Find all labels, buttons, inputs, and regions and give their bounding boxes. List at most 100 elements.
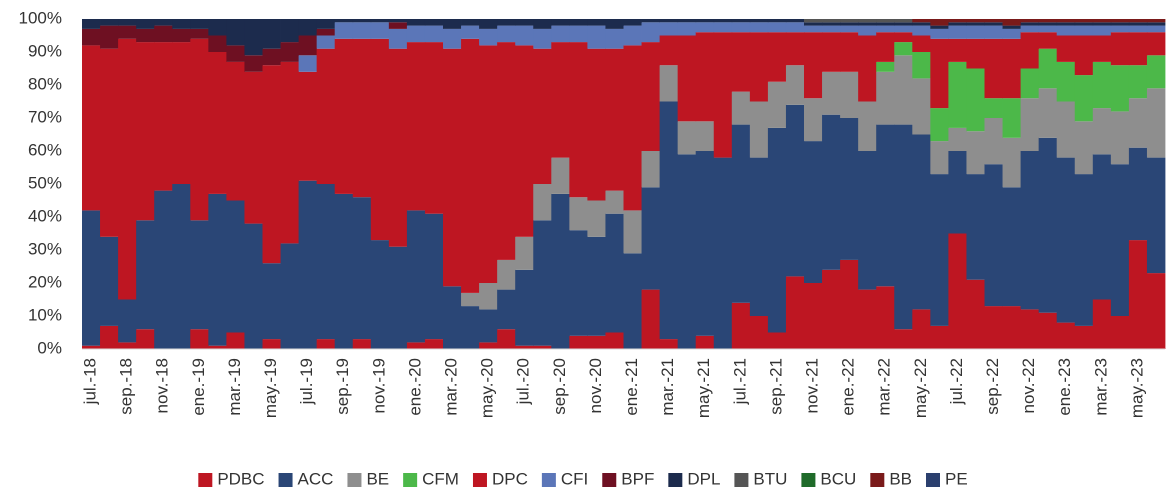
bar-segment [533, 184, 552, 221]
bar-segment [695, 335, 715, 349]
bar-segment [190, 19, 209, 29]
bar-segment [858, 35, 877, 102]
bar-segment [1146, 88, 1166, 158]
bar-segment [695, 22, 715, 33]
bar-segment [515, 345, 534, 349]
legend-label: BPF [621, 469, 654, 488]
bar-segment [1038, 312, 1058, 349]
bar-segment [659, 35, 679, 66]
bar-segment [894, 55, 913, 125]
x-tick-label: jul.-22 [947, 358, 966, 405]
bar-segment [948, 151, 967, 234]
bar-segment [695, 19, 715, 23]
bar-segment [822, 269, 841, 349]
bar-segment [785, 32, 805, 66]
bar-segment [82, 19, 101, 29]
bar-segment [100, 25, 119, 49]
bar-segment [713, 32, 733, 158]
legend-swatch [734, 473, 749, 487]
bar-segment [1038, 22, 1058, 26]
bar-segment [1110, 22, 1130, 26]
bar-segment [641, 187, 660, 290]
bar-segment [695, 32, 715, 122]
bar-segment [479, 342, 498, 349]
bar-segment [912, 25, 931, 36]
bar-segment [82, 210, 101, 346]
bar-segment [118, 19, 137, 26]
bar-segment [1002, 19, 1021, 26]
bar-segment [876, 19, 895, 23]
bar-segment [1002, 28, 1021, 39]
bar-segment [930, 38, 949, 109]
x-tick-label: jul.-19 [297, 358, 316, 405]
bar-segment [226, 19, 245, 46]
bar-segment [226, 200, 245, 333]
bar-segment [100, 325, 119, 349]
bar-segment [749, 19, 769, 23]
x-tick-label: jul.-18 [81, 358, 100, 405]
bar-segment [497, 329, 516, 349]
bar-segment [443, 28, 462, 49]
legend-label: ACC [298, 469, 334, 488]
bar-segment [136, 28, 155, 43]
x-tick-label: nov.-18 [153, 358, 172, 413]
bar-segment [894, 22, 913, 26]
bar-segment [280, 42, 299, 62]
x-tick-label: mar.-19 [225, 358, 244, 416]
bar-segment [172, 28, 191, 43]
bar-segment [551, 193, 570, 349]
bar-segment [731, 19, 751, 23]
bar-segment [1110, 19, 1130, 23]
bar-segment [388, 48, 408, 247]
bar-segment [136, 329, 155, 349]
bar-segment [767, 22, 787, 33]
bar-segment [749, 316, 769, 349]
bar-segment [587, 25, 606, 49]
bar-segment [424, 19, 444, 26]
bar-segment [804, 25, 823, 33]
bar-segment [894, 19, 913, 23]
bar-segment [479, 19, 498, 29]
bar-segment [858, 151, 877, 290]
bar-segment [443, 286, 462, 349]
bar-segment [749, 32, 769, 102]
bar-segment [406, 210, 426, 343]
bar-segment [984, 19, 1003, 23]
bar-segment [587, 236, 606, 336]
bar-segment [479, 283, 498, 310]
bar-segment [1110, 25, 1130, 33]
bar-segment [749, 157, 769, 316]
bar-segment [262, 48, 281, 66]
y-tick-label: 50% [28, 173, 62, 192]
bar-segment [713, 22, 733, 33]
x-tick-label: sep.-18 [117, 358, 136, 415]
bar-segment [1146, 25, 1166, 33]
y-tick-label: 60% [28, 140, 62, 159]
bar-segment [587, 48, 606, 201]
bar-segment [497, 42, 516, 260]
bar-segment [785, 65, 805, 105]
bar-segment [497, 289, 516, 330]
bar-segment [1056, 35, 1076, 62]
bar-segment [424, 339, 444, 349]
legend-label: CFI [561, 469, 588, 488]
bar-segment [641, 19, 660, 23]
bar-segment [876, 22, 895, 26]
bar-segment [190, 220, 209, 330]
x-tick-label: nov.-19 [369, 358, 388, 413]
bar-segment [659, 101, 679, 340]
y-tick-label: 80% [28, 74, 62, 93]
bar-segment [1110, 65, 1130, 112]
bar-segment [623, 210, 642, 254]
bar-segment [497, 19, 516, 26]
legend-label: BCU [820, 469, 856, 488]
bar-segment [1092, 22, 1112, 26]
x-tick-label: mar.-23 [1091, 358, 1110, 416]
bar-segment [948, 61, 967, 128]
bar-segment [154, 42, 173, 191]
legend-swatch [602, 473, 617, 487]
bar-segment [623, 45, 642, 211]
legend-label: BE [366, 469, 389, 488]
bar-segment [118, 299, 137, 343]
legend-swatch [541, 473, 556, 487]
